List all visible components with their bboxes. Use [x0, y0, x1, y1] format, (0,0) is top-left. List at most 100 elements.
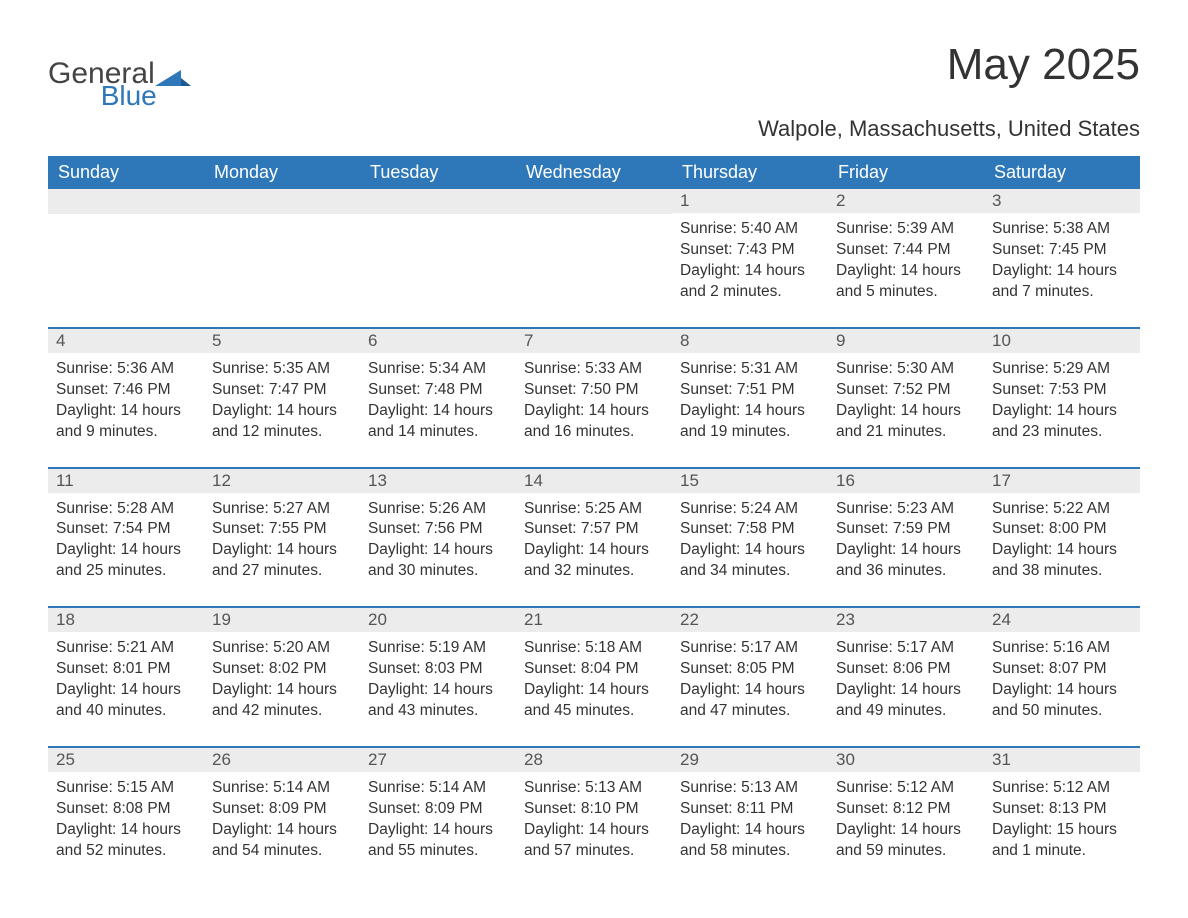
day-info: Sunrise: 5:30 AMSunset: 7:52 PMDaylight:… [828, 353, 984, 467]
calendar-day-cell: 11Sunrise: 5:28 AMSunset: 7:54 PMDayligh… [48, 468, 204, 608]
daylight-line: Daylight: 14 hours and 30 minutes. [368, 540, 508, 582]
calendar-week-row: 4Sunrise: 5:36 AMSunset: 7:46 PMDaylight… [48, 328, 1140, 468]
day-number: 12 [204, 469, 360, 493]
daylight-line: Daylight: 14 hours and 9 minutes. [56, 401, 196, 443]
sunset-line: Sunset: 7:44 PM [836, 240, 976, 261]
sunset-line: Sunset: 8:03 PM [368, 659, 508, 680]
day-info: Sunrise: 5:13 AMSunset: 8:10 PMDaylight:… [516, 772, 672, 870]
sunrise-line: Sunrise: 5:27 AM [212, 499, 352, 520]
daylight-line: Daylight: 14 hours and 40 minutes. [56, 680, 196, 722]
sunrise-line: Sunrise: 5:13 AM [680, 778, 820, 799]
day-number: 9 [828, 329, 984, 353]
sunset-line: Sunset: 8:09 PM [368, 799, 508, 820]
day-info: Sunrise: 5:29 AMSunset: 7:53 PMDaylight:… [984, 353, 1140, 467]
day-number: 30 [828, 748, 984, 772]
sunset-line: Sunset: 8:00 PM [992, 519, 1132, 540]
daylight-line: Daylight: 14 hours and 38 minutes. [992, 540, 1132, 582]
sunrise-line: Sunrise: 5:12 AM [992, 778, 1132, 799]
calendar-day-cell [516, 189, 672, 328]
daylight-line: Daylight: 14 hours and 52 minutes. [56, 820, 196, 862]
day-info: Sunrise: 5:14 AMSunset: 8:09 PMDaylight:… [204, 772, 360, 870]
daylight-line: Daylight: 14 hours and 7 minutes. [992, 261, 1132, 303]
sunset-line: Sunset: 7:52 PM [836, 380, 976, 401]
day-number: 23 [828, 608, 984, 632]
calendar-day-cell: 18Sunrise: 5:21 AMSunset: 8:01 PMDayligh… [48, 607, 204, 747]
daylight-line: Daylight: 14 hours and 2 minutes. [680, 261, 820, 303]
calendar-week-row: 18Sunrise: 5:21 AMSunset: 8:01 PMDayligh… [48, 607, 1140, 747]
day-number: 13 [360, 469, 516, 493]
calendar-day-cell: 31Sunrise: 5:12 AMSunset: 8:13 PMDayligh… [984, 747, 1140, 870]
calendar-day-cell: 2Sunrise: 5:39 AMSunset: 7:44 PMDaylight… [828, 189, 984, 328]
sunrise-line: Sunrise: 5:38 AM [992, 219, 1132, 240]
day-info [516, 214, 672, 314]
sunrise-line: Sunrise: 5:26 AM [368, 499, 508, 520]
daylight-line: Daylight: 14 hours and 57 minutes. [524, 820, 664, 862]
calendar-day-cell: 7Sunrise: 5:33 AMSunset: 7:50 PMDaylight… [516, 328, 672, 468]
sunset-line: Sunset: 7:45 PM [992, 240, 1132, 261]
calendar-day-cell: 21Sunrise: 5:18 AMSunset: 8:04 PMDayligh… [516, 607, 672, 747]
day-number: 8 [672, 329, 828, 353]
sunrise-line: Sunrise: 5:35 AM [212, 359, 352, 380]
day-info: Sunrise: 5:33 AMSunset: 7:50 PMDaylight:… [516, 353, 672, 467]
sunset-line: Sunset: 7:57 PM [524, 519, 664, 540]
calendar-day-cell: 30Sunrise: 5:12 AMSunset: 8:12 PMDayligh… [828, 747, 984, 870]
daylight-line: Daylight: 14 hours and 25 minutes. [56, 540, 196, 582]
sunset-line: Sunset: 8:01 PM [56, 659, 196, 680]
day-number: 28 [516, 748, 672, 772]
calendar-day-cell: 6Sunrise: 5:34 AMSunset: 7:48 PMDaylight… [360, 328, 516, 468]
day-info: Sunrise: 5:13 AMSunset: 8:11 PMDaylight:… [672, 772, 828, 870]
daylight-line: Daylight: 14 hours and 14 minutes. [368, 401, 508, 443]
sunrise-line: Sunrise: 5:16 AM [992, 638, 1132, 659]
daylight-line: Daylight: 14 hours and 12 minutes. [212, 401, 352, 443]
sunset-line: Sunset: 7:50 PM [524, 380, 664, 401]
daylight-line: Daylight: 14 hours and 49 minutes. [836, 680, 976, 722]
day-number [516, 189, 672, 214]
sunrise-line: Sunrise: 5:23 AM [836, 499, 976, 520]
day-info: Sunrise: 5:28 AMSunset: 7:54 PMDaylight:… [48, 493, 204, 607]
daylight-line: Daylight: 14 hours and 21 minutes. [836, 401, 976, 443]
daylight-line: Daylight: 14 hours and 43 minutes. [368, 680, 508, 722]
daylight-line: Daylight: 14 hours and 19 minutes. [680, 401, 820, 443]
sunrise-line: Sunrise: 5:15 AM [56, 778, 196, 799]
daylight-line: Daylight: 14 hours and 45 minutes. [524, 680, 664, 722]
day-number: 11 [48, 469, 204, 493]
calendar-day-cell: 20Sunrise: 5:19 AMSunset: 8:03 PMDayligh… [360, 607, 516, 747]
day-info [360, 214, 516, 314]
sunrise-line: Sunrise: 5:24 AM [680, 499, 820, 520]
day-number [360, 189, 516, 214]
daylight-line: Daylight: 14 hours and 50 minutes. [992, 680, 1132, 722]
day-number: 18 [48, 608, 204, 632]
day-info: Sunrise: 5:15 AMSunset: 8:08 PMDaylight:… [48, 772, 204, 870]
day-number: 22 [672, 608, 828, 632]
daylight-line: Daylight: 14 hours and 42 minutes. [212, 680, 352, 722]
sunrise-line: Sunrise: 5:12 AM [836, 778, 976, 799]
day-info: Sunrise: 5:21 AMSunset: 8:01 PMDaylight:… [48, 632, 204, 746]
sunset-line: Sunset: 7:59 PM [836, 519, 976, 540]
daylight-line: Daylight: 14 hours and 16 minutes. [524, 401, 664, 443]
day-number [204, 189, 360, 214]
calendar-day-cell: 19Sunrise: 5:20 AMSunset: 8:02 PMDayligh… [204, 607, 360, 747]
calendar-day-cell [360, 189, 516, 328]
calendar-day-cell: 10Sunrise: 5:29 AMSunset: 7:53 PMDayligh… [984, 328, 1140, 468]
calendar-week-row: 25Sunrise: 5:15 AMSunset: 8:08 PMDayligh… [48, 747, 1140, 870]
day-info: Sunrise: 5:34 AMSunset: 7:48 PMDaylight:… [360, 353, 516, 467]
day-number: 14 [516, 469, 672, 493]
calendar-day-cell: 17Sunrise: 5:22 AMSunset: 8:00 PMDayligh… [984, 468, 1140, 608]
sunset-line: Sunset: 7:56 PM [368, 519, 508, 540]
day-info: Sunrise: 5:17 AMSunset: 8:05 PMDaylight:… [672, 632, 828, 746]
sunset-line: Sunset: 8:11 PM [680, 799, 820, 820]
weekday-header: Saturday [984, 156, 1140, 189]
day-info: Sunrise: 5:26 AMSunset: 7:56 PMDaylight:… [360, 493, 516, 607]
logo-triangle-icon [155, 68, 191, 90]
sunrise-line: Sunrise: 5:22 AM [992, 499, 1132, 520]
calendar-week-row: 11Sunrise: 5:28 AMSunset: 7:54 PMDayligh… [48, 468, 1140, 608]
day-info: Sunrise: 5:12 AMSunset: 8:13 PMDaylight:… [984, 772, 1140, 870]
daylight-line: Daylight: 14 hours and 34 minutes. [680, 540, 820, 582]
sunset-line: Sunset: 8:06 PM [836, 659, 976, 680]
sunset-line: Sunset: 7:55 PM [212, 519, 352, 540]
daylight-line: Daylight: 14 hours and 27 minutes. [212, 540, 352, 582]
day-number: 2 [828, 189, 984, 213]
calendar-day-cell: 27Sunrise: 5:14 AMSunset: 8:09 PMDayligh… [360, 747, 516, 870]
weekday-header: Thursday [672, 156, 828, 189]
sunrise-line: Sunrise: 5:29 AM [992, 359, 1132, 380]
